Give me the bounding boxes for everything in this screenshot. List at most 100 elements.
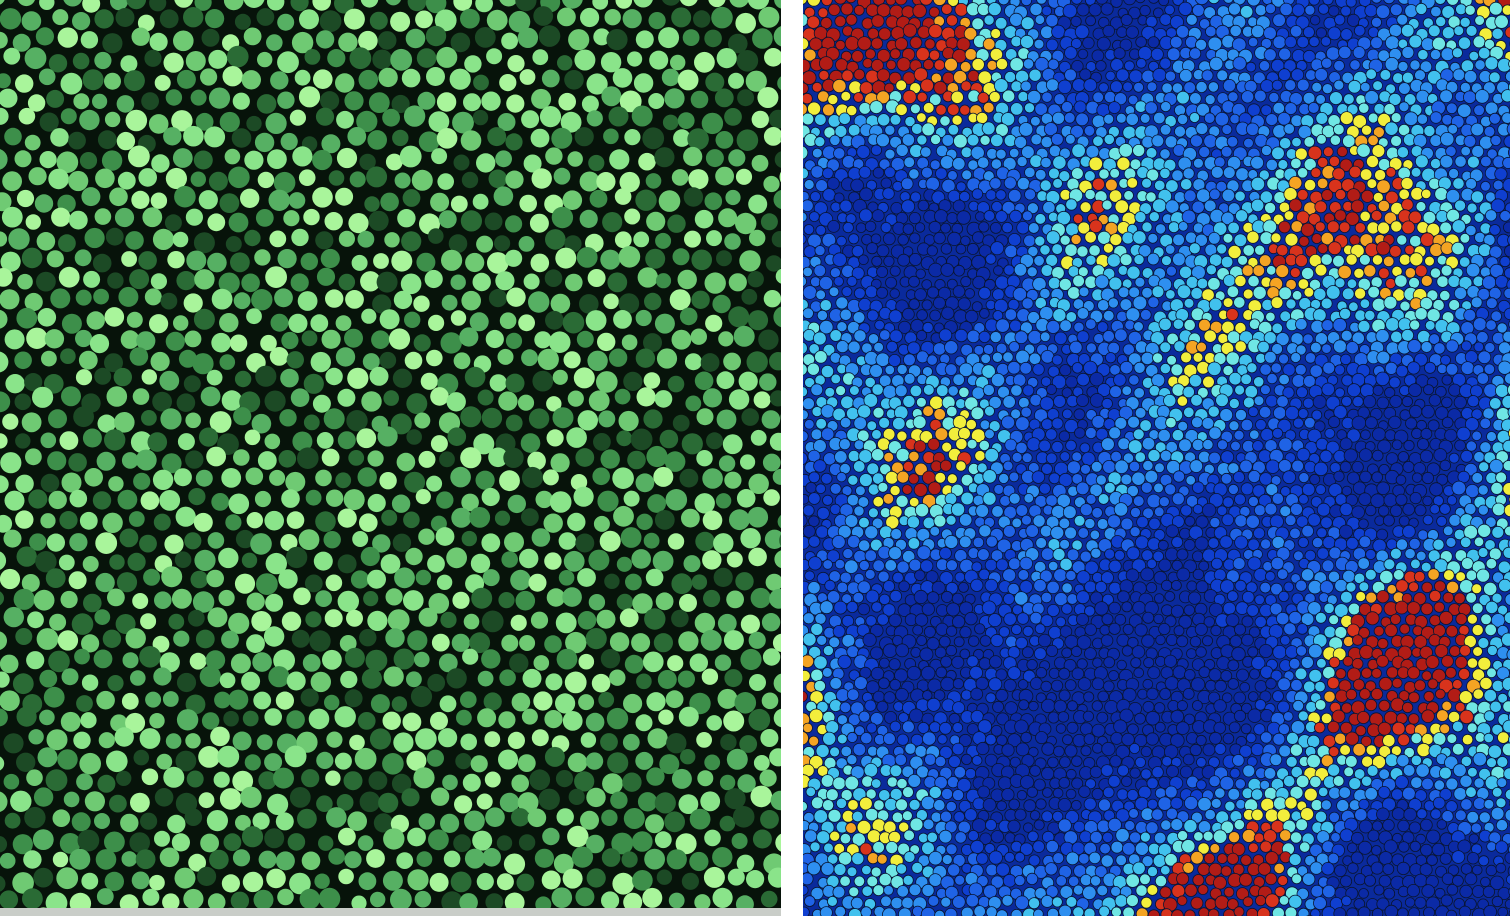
particle xyxy=(957,427,971,440)
particle xyxy=(974,450,986,462)
particle xyxy=(305,489,322,506)
particle xyxy=(141,369,157,385)
particle xyxy=(223,833,242,852)
particle xyxy=(391,494,411,513)
particle xyxy=(562,587,582,607)
particle xyxy=(313,69,333,89)
particle xyxy=(819,600,834,615)
particle xyxy=(1172,318,1184,330)
particle xyxy=(1489,459,1504,474)
particle xyxy=(1297,536,1309,549)
particle xyxy=(815,483,827,495)
particle xyxy=(498,391,518,411)
particle xyxy=(878,27,892,41)
particle xyxy=(939,546,952,560)
particle xyxy=(517,27,539,48)
particle xyxy=(836,471,847,483)
particle xyxy=(1422,17,1434,29)
particle xyxy=(92,93,108,109)
particle xyxy=(1366,154,1380,168)
particle xyxy=(338,868,354,885)
particle xyxy=(0,671,10,688)
particle xyxy=(1222,496,1234,508)
particle xyxy=(298,529,320,550)
particle xyxy=(246,115,262,132)
particle xyxy=(1501,4,1510,16)
particle xyxy=(1279,2,1293,17)
particle xyxy=(1033,255,1045,267)
particle xyxy=(1467,395,1480,408)
particle xyxy=(390,888,412,911)
particle xyxy=(803,275,807,287)
particle xyxy=(1066,460,1081,475)
particle xyxy=(939,571,954,586)
particle xyxy=(1321,319,1334,332)
particle xyxy=(822,167,834,180)
particle xyxy=(896,57,911,72)
particle xyxy=(1185,13,1198,26)
particle xyxy=(1477,243,1492,257)
particle xyxy=(722,434,743,455)
particle xyxy=(529,769,551,791)
particle xyxy=(876,613,890,626)
particle xyxy=(1216,69,1229,82)
particle xyxy=(589,189,608,208)
particle xyxy=(1135,36,1147,48)
particle xyxy=(1188,525,1204,540)
particle xyxy=(585,712,605,732)
particle xyxy=(254,490,272,508)
particle xyxy=(984,428,995,440)
particle xyxy=(290,388,310,408)
particle xyxy=(154,788,174,807)
particle xyxy=(25,214,41,230)
particle xyxy=(908,298,920,310)
particle xyxy=(232,849,251,867)
particle xyxy=(1272,35,1287,50)
particle xyxy=(464,366,486,388)
particle xyxy=(945,559,958,572)
particle xyxy=(1139,113,1151,124)
particle xyxy=(1040,376,1052,387)
particle xyxy=(1089,483,1103,498)
particle xyxy=(1441,374,1453,386)
particle xyxy=(940,243,953,255)
particle xyxy=(520,433,541,453)
particle xyxy=(125,712,146,733)
particle xyxy=(1239,459,1253,474)
particle xyxy=(499,0,518,7)
particle xyxy=(659,429,679,449)
particle xyxy=(622,9,642,29)
particle xyxy=(909,36,923,49)
particle xyxy=(841,286,853,298)
particle xyxy=(909,232,921,244)
particle xyxy=(265,552,287,575)
particle xyxy=(83,593,102,613)
particle xyxy=(1135,57,1147,69)
particle xyxy=(947,124,960,136)
particle xyxy=(1345,537,1359,550)
particle xyxy=(390,11,411,32)
particle xyxy=(979,134,991,146)
particle xyxy=(1114,459,1129,475)
particle xyxy=(1008,471,1020,483)
particle xyxy=(1125,307,1141,322)
particle xyxy=(916,91,928,103)
particle xyxy=(775,833,781,852)
particle xyxy=(1503,135,1510,148)
particle xyxy=(1289,267,1301,279)
particle xyxy=(1051,440,1064,454)
particle xyxy=(1027,329,1043,345)
particle xyxy=(1284,405,1300,421)
particle xyxy=(40,513,56,529)
particle xyxy=(1047,276,1061,290)
particle xyxy=(706,715,722,731)
particle xyxy=(1108,276,1123,291)
particle xyxy=(277,249,297,269)
particle xyxy=(844,36,860,51)
particle xyxy=(627,450,646,470)
particle xyxy=(1183,406,1195,419)
particle xyxy=(1388,23,1403,38)
particle xyxy=(803,199,814,212)
particle xyxy=(1139,4,1151,17)
particle xyxy=(52,851,69,868)
